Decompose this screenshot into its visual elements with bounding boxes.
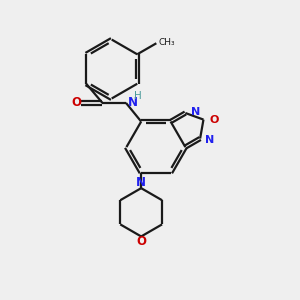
Text: O: O	[71, 96, 81, 110]
Text: CH₃: CH₃	[159, 38, 175, 47]
Text: N: N	[136, 176, 146, 189]
Text: N: N	[128, 96, 138, 109]
Text: N: N	[206, 135, 215, 145]
Text: O: O	[136, 235, 146, 248]
Text: N: N	[191, 106, 200, 116]
Text: H: H	[134, 92, 142, 101]
Text: O: O	[209, 115, 219, 124]
